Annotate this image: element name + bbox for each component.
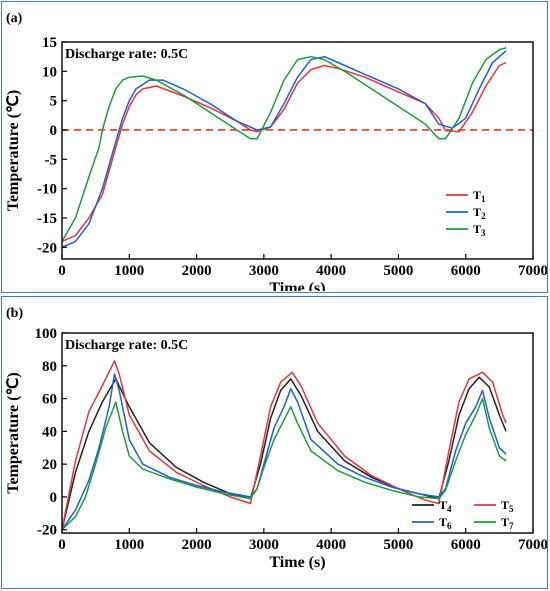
panel-a: (a) Discharge rate: 0.5C 0 1000 2000 3000 4000… (1, 1, 548, 293)
x-axis-label: Time (s) (269, 280, 325, 291)
x-tick-label: 0 (58, 537, 66, 553)
series-line-T5 (62, 360, 507, 530)
panel-b: (b) Discharge rate: 0.5C 0 1000 2000 3000 4000… (1, 296, 548, 589)
x-tick-label: 6000 (451, 263, 481, 279)
y-axis-label: Temperature (℃) (5, 372, 22, 494)
y-tick-label: 0 (50, 123, 58, 139)
y-tick-label: 40 (42, 424, 57, 440)
y-tick-label: -20 (37, 240, 57, 256)
chart-b: (b)Discharge rate: 0.5C0 1000 2000 3000 4000… (5, 306, 547, 571)
y-tick-label: 15 (42, 35, 57, 51)
x-tick-label: 2000 (182, 263, 212, 279)
legend-label-T3: T3 (473, 222, 486, 238)
legend-label-T5: T5 (501, 498, 514, 514)
x-tick-label: 6000 (451, 537, 481, 553)
x-tick-label: 5000 (383, 537, 413, 553)
series-line-T6 (62, 373, 507, 531)
x-tick-label: 4000 (316, 537, 346, 553)
y-tick-label: 100 (35, 326, 58, 342)
series-line-T2 (62, 50, 507, 248)
y-tick-label: 80 (42, 359, 57, 375)
series-line-T1 (62, 61, 507, 243)
y-tick-label: 0 (50, 490, 58, 506)
legend-label-T1: T1 (473, 188, 486, 204)
x-axis-label: Time (s) (269, 554, 325, 571)
legend-label-T7: T7 (501, 515, 514, 531)
x-tick-label: 1000 (114, 263, 144, 279)
legend-label-T6: T6 (439, 515, 452, 531)
legend-label-T4: T4 (439, 498, 452, 514)
x-tick-label: 3000 (249, 263, 279, 279)
x-tick-label: 3000 (249, 537, 279, 553)
y-tick-label: 10 (42, 64, 57, 80)
x-tick-label: 4000 (316, 263, 346, 279)
plot-frame (61, 41, 534, 260)
legend-label-T2: T2 (473, 205, 486, 221)
plot-frame (61, 332, 534, 534)
y-tick-label: 5 (50, 94, 58, 110)
series-line-T3 (62, 47, 507, 242)
panel-label: (a) (6, 11, 23, 26)
x-tick-label: 7000 (518, 537, 547, 553)
x-tick-label: 0 (58, 263, 66, 279)
chart-title: Discharge rate: 0.5C (65, 338, 188, 353)
series-line-T7 (62, 397, 507, 531)
chart-title: Discharge rate: 0.5C (65, 47, 188, 62)
y-axis-label: Temperature (℃) (5, 90, 22, 212)
x-tick-label: 7000 (518, 263, 547, 279)
chart-a: (a) Discharge rate: 0.5C 0 1000 2000 3000 4000… (5, 11, 547, 291)
x-tick-label: 5000 (383, 263, 413, 279)
y-tick-label: 20 (42, 457, 57, 473)
panel-label: (b) (6, 306, 23, 321)
x-tick-label: 2000 (182, 537, 212, 553)
y-tick-label: -5 (45, 152, 58, 168)
y-tick-label: 60 (42, 392, 57, 408)
x-tick-label: 1000 (114, 537, 144, 553)
y-tick-label: -20 (37, 523, 57, 539)
y-tick-label: -15 (37, 211, 57, 227)
y-tick-label: -10 (37, 182, 57, 198)
